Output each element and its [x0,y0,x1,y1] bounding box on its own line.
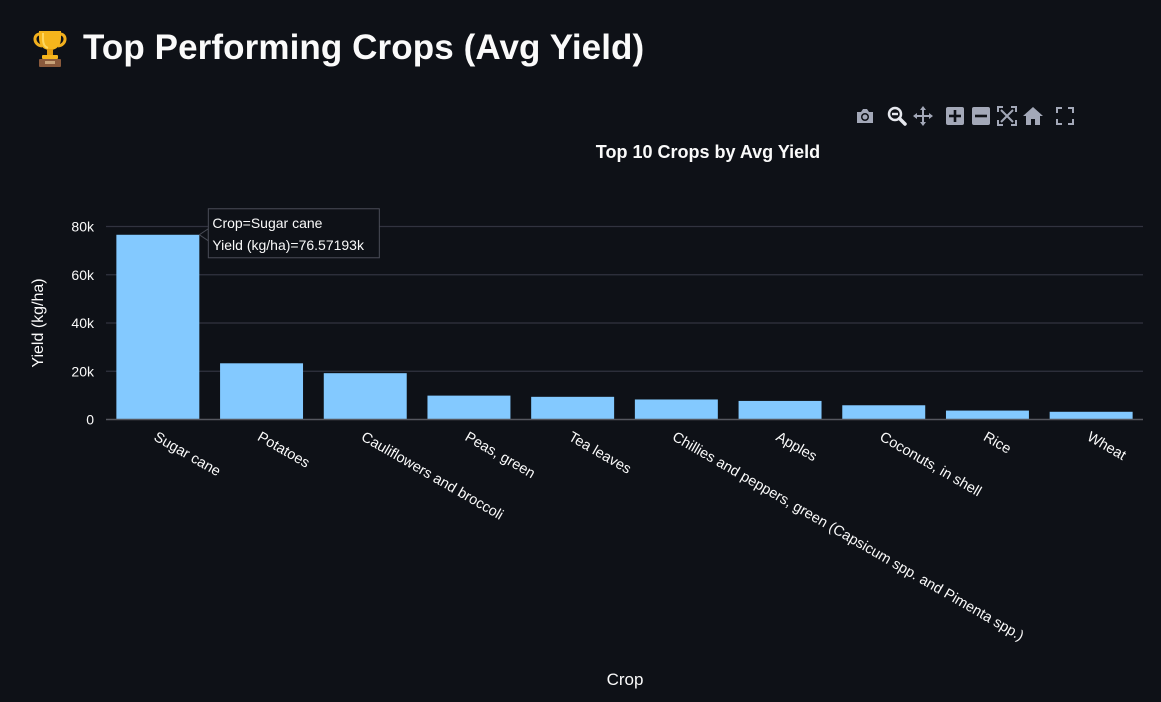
zoom-out-icon [972,107,990,125]
zoom-out-button[interactable] [968,104,994,128]
tooltip-line-crop: Crop=Sugar cane [212,215,322,231]
x-tick-label: Peas, green [462,429,538,482]
bar[interactable] [1049,411,1133,420]
x-tick-label: Wheat [1084,429,1128,464]
x-tick-label: Rice [980,429,1013,457]
y-tick-label: 60k [71,267,95,283]
reset-axes-button[interactable] [1020,104,1046,128]
page-header: Top Performing Crops (Avg Yield) [33,22,644,74]
x-tick-label: Tea leaves [566,429,634,478]
bar[interactable] [634,399,718,420]
download-png-button[interactable] [852,104,878,128]
hover-tooltip: Crop=Sugar cane Yield (kg/ha)=76.57193k [198,208,380,259]
x-axis-label: Crop [607,670,644,689]
tooltip-box [207,208,380,259]
fullscreen-icon [1056,107,1074,125]
chart-title: Top 10 Crops by Avg Yield [596,142,820,162]
bar[interactable] [220,363,304,420]
bar[interactable] [738,400,822,420]
autoscale-button[interactable] [994,104,1020,128]
zoom-icon [887,106,907,126]
bar[interactable] [531,396,615,420]
bar[interactable] [116,234,200,420]
x-tick-label: Coconuts, in shell [877,429,984,500]
x-tick-label: Apples [773,429,819,465]
page-title: Top Performing Crops (Avg Yield) [83,28,645,67]
y-axis-label: Yield (kg/ha) [30,278,47,367]
pan-button[interactable] [910,104,936,128]
zoom-button[interactable] [884,104,910,128]
x-tick-label: Chillies and peppers, green (Capsicum sp… [669,429,1026,644]
trophy-icon [33,31,67,67]
tooltip-line-yield: Yield (kg/ha)=76.57193k [212,237,365,253]
bar[interactable] [945,410,1029,420]
bar[interactable] [427,395,511,420]
tooltip-pointer [198,227,209,242]
y-tick-label: 80k [71,219,95,235]
x-tick-label: Sugar cane [151,429,223,480]
bar[interactable] [323,373,407,420]
y-tick-label: 0 [86,412,94,428]
fullscreen-button[interactable] [1052,104,1078,128]
autoscale-icon [997,106,1017,126]
pan-icon [913,106,933,126]
home-icon [1023,107,1043,125]
bar[interactable] [842,405,926,420]
camera-icon [857,109,873,123]
y-tick-label: 40k [71,315,95,331]
zoom-in-icon [946,107,964,125]
zoom-in-button[interactable] [942,104,968,128]
chart-modebar [852,104,1078,128]
x-tick-label: Potatoes [255,429,313,471]
y-tick-label: 20k [71,363,95,379]
